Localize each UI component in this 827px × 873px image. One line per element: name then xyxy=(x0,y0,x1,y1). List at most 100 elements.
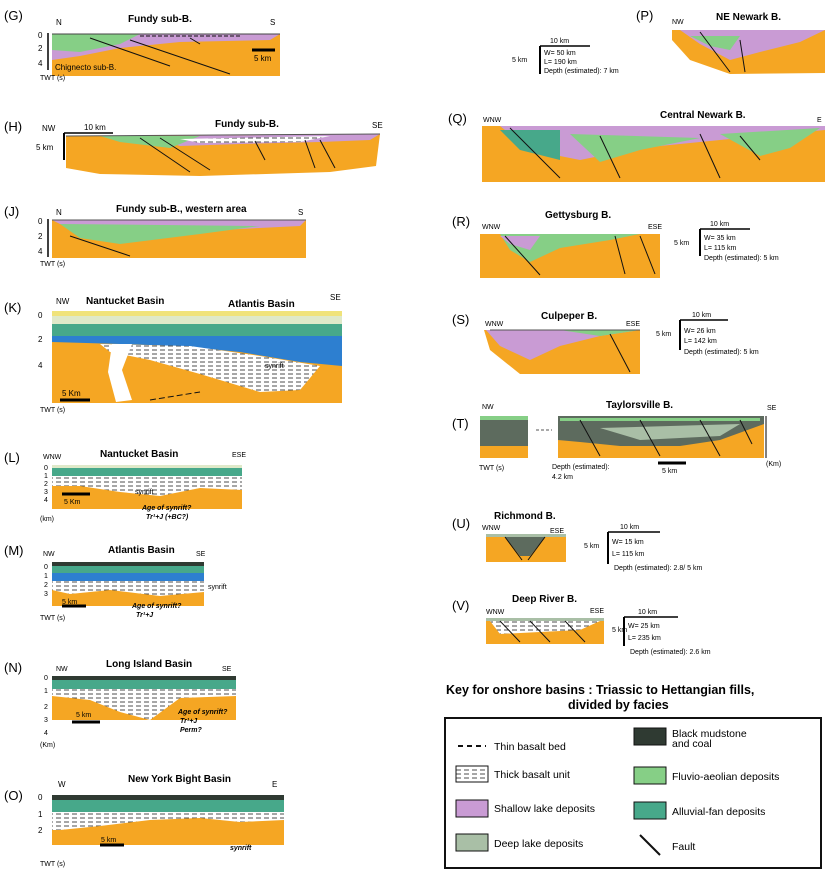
tick-label: 3 xyxy=(44,591,48,598)
panel-letter: (P) xyxy=(636,8,653,23)
panel-title: Taylorsville B. xyxy=(606,400,673,411)
legend-label: Fault xyxy=(672,841,695,853)
axis-unit: TWT (s) xyxy=(40,861,65,868)
depth-label: Depth (estimated): 2.8/ 5 km xyxy=(614,565,702,572)
direction-left: WNW xyxy=(482,525,501,532)
direction-right: ESE xyxy=(626,321,640,328)
panel-letter: (N) xyxy=(4,660,22,675)
shallow-lake-swatch xyxy=(455,799,489,818)
tick-label: 2 xyxy=(38,44,43,53)
axis-unit: (Km) xyxy=(40,742,55,749)
v-scale-label: 5 km xyxy=(612,627,627,634)
tick-label: 0 xyxy=(44,675,48,682)
panel-letter: (R) xyxy=(452,214,470,229)
depth-label: Depth (estimated): 5 km xyxy=(704,255,779,262)
panel-letter: (M) xyxy=(4,543,24,558)
panel-j: (J) N Fundy sub-B., western area S 0 2 4… xyxy=(4,204,306,268)
depth-label: Depth (estimated): 7 km xyxy=(544,68,619,75)
panel-u: (U) Richmond B. WNW ESE 10 km 5 km W= 15… xyxy=(452,511,702,572)
axis-unit: TWT (s) xyxy=(479,465,504,472)
tick-label: 2 xyxy=(44,582,48,589)
legend-label: Shallow lake deposits xyxy=(494,803,595,815)
length-label: L= 115 km xyxy=(612,551,645,558)
annotation: synrift xyxy=(230,845,252,852)
h-scale-label: 10 km xyxy=(620,524,639,531)
scale-label: 5 km xyxy=(254,54,272,63)
annotation: Chignecto sub-B. xyxy=(55,63,116,72)
depth-label: Depth (estimated): xyxy=(552,464,610,471)
panel-g: (G) Fundy sub-B. N S 0 2 4 Chignecto sub… xyxy=(4,8,280,82)
direction-right: E xyxy=(272,780,277,789)
length-label: L= 142 km xyxy=(684,338,717,345)
direction-right: ESE xyxy=(590,608,604,615)
age-annotation: Age of synrift? xyxy=(131,603,182,610)
direction-right: S xyxy=(270,18,275,27)
panel-s: (S) Culpeper B. WNW ESE 10 km 5 km W= 26… xyxy=(452,311,759,374)
tick-label: 1 xyxy=(44,473,48,480)
direction-left: N xyxy=(56,18,62,27)
age-annotation: Tr¹+J xyxy=(136,612,154,619)
legend-box xyxy=(444,717,822,869)
depth-value: 4.2 km xyxy=(552,474,573,481)
panel-m: (M) NW Atlantis Basin SE 0 1 2 3 5 km sy… xyxy=(4,543,227,622)
width-label: W= 25 km xyxy=(628,623,660,630)
direction-right: SE xyxy=(767,405,777,412)
panel-h: (H) NW Fundy sub-B. SE 10 km 5 km xyxy=(4,119,383,176)
tick-label: 3 xyxy=(44,717,48,724)
direction-left: W xyxy=(58,780,66,789)
direction-right: SE xyxy=(196,551,206,558)
legend-label: and coal xyxy=(672,738,712,750)
direction-left: NW xyxy=(482,404,494,411)
annotation: synrift xyxy=(208,584,227,591)
tick-label: 0 xyxy=(44,465,48,472)
axis-unit: TWT (s) xyxy=(40,75,65,82)
legend-label: Alluvial-fan deposits xyxy=(672,806,765,818)
scale-label: 5 Km xyxy=(64,499,81,506)
panel-letter: (Q) xyxy=(448,111,467,126)
length-label: L= 235 km xyxy=(628,635,661,642)
direction-left: WNW xyxy=(43,454,62,461)
legend-label: Black mudstone xyxy=(672,728,747,740)
tick-label: 1 xyxy=(44,573,48,580)
depth-label: Depth (estimated): 2.6 km xyxy=(630,649,711,656)
tick-label: 4 xyxy=(38,247,43,256)
panel-title: Deep River B. xyxy=(512,594,577,605)
axis-unit: TWT (s) xyxy=(40,407,65,414)
age-annotation: Tr¹+J (+BC?) xyxy=(146,514,189,521)
panel-letter: (K) xyxy=(4,300,21,315)
panel-letter: (L) xyxy=(4,450,20,465)
panel-letter: (O) xyxy=(4,788,23,803)
h-scale-label: 10 km xyxy=(692,312,711,319)
h-scale-label: 10 km xyxy=(638,609,657,616)
panel-letter: (U) xyxy=(452,516,470,531)
legend-label: Deep lake deposits xyxy=(494,838,583,850)
direction-left: WNW xyxy=(483,117,502,124)
panel-title: Fundy sub-B. xyxy=(215,119,279,130)
tick-label: 0 xyxy=(38,793,43,802)
direction-right: E xyxy=(817,117,822,124)
panel-title: Atlantis Basin xyxy=(108,545,175,556)
panel-title: Richmond B. xyxy=(494,511,556,522)
width-label: W= 15 km xyxy=(612,539,644,546)
direction-left: WNW xyxy=(482,224,501,231)
scale-label: 5 km xyxy=(76,712,91,719)
direction-left: N xyxy=(56,208,62,217)
panel-letter: (S) xyxy=(452,312,469,327)
direction-left: NW xyxy=(42,124,56,133)
panel-title: Nantucket Basin xyxy=(86,296,164,307)
v-scale-label: 5 km xyxy=(674,240,689,247)
scale-label: 5 km xyxy=(101,837,116,844)
annotation: synrift xyxy=(135,489,154,496)
alluvial-swatch xyxy=(633,801,667,820)
tick-label: 2 xyxy=(38,232,43,241)
legend: Key for onshore basins : Triassic to Het… xyxy=(444,683,822,869)
panel-title: Gettysburg B. xyxy=(545,210,611,221)
fluvio-swatch xyxy=(633,766,667,785)
annotation: synrift xyxy=(265,363,284,370)
v-scale-label: 5 km xyxy=(584,543,599,550)
h-scale-label: 10 km xyxy=(550,38,569,45)
tick-label: 2 xyxy=(44,704,48,711)
legend-subtitle: divided by facies xyxy=(568,698,669,712)
panel-title-secondary: Atlantis Basin xyxy=(228,299,295,310)
